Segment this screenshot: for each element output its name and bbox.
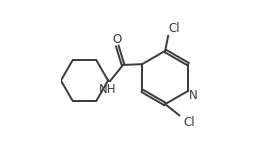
Text: O: O	[112, 33, 121, 46]
Text: Cl: Cl	[168, 22, 180, 35]
Text: N: N	[189, 89, 198, 102]
Text: Cl: Cl	[183, 116, 195, 129]
Text: NH: NH	[99, 83, 116, 96]
